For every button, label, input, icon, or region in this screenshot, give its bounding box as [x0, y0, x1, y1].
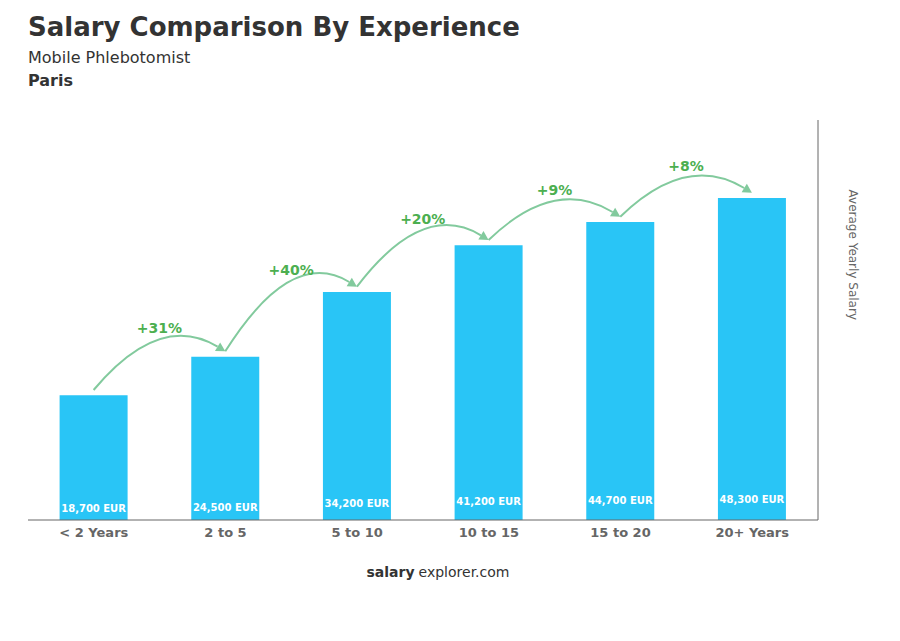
html-text:Salary Comparison By Experienc: Salary Comparison By Experience — [28, 12, 520, 42]
html-text:salary explorer.com: salary explorer.com — [366, 564, 510, 580]
svg-text:10 to 15: 10 to 15 — [459, 525, 519, 540]
svg-text:+20%: +20% — [400, 211, 445, 227]
svg-text:20+ Years: 20+ Years — [715, 525, 789, 540]
svg-text:48,300 EUR: 48,300 EUR — [720, 494, 785, 505]
svg-text:34,200 EUR: 34,200 EUR — [325, 498, 390, 509]
svg-text:< 2 Years: < 2 Years — [59, 525, 128, 540]
html-text:Paris: Paris — [28, 71, 73, 90]
svg-text:5 to 10: 5 to 10 — [331, 525, 382, 540]
svg-text:24,500 EUR: 24,500 EUR — [193, 502, 258, 513]
svg-text:Average Yearly Salary: Average Yearly Salary — [846, 190, 860, 320]
svg-text:15 to 20: 15 to 20 — [590, 525, 650, 540]
svg-text:+8%: +8% — [668, 158, 704, 174]
svg-text:+40%: +40% — [268, 262, 313, 278]
html-text:Mobile Phlebotomist: Mobile Phlebotomist — [28, 48, 191, 67]
svg-text:18,700 EUR: 18,700 EUR — [61, 503, 126, 514]
svg-text:41,200 EUR: 41,200 EUR — [456, 496, 521, 507]
svg-text:44,700 EUR: 44,700 EUR — [588, 495, 653, 506]
svg-text:2 to 5: 2 to 5 — [204, 525, 246, 540]
svg-text:+31%: +31% — [137, 320, 182, 336]
svg-text:+9%: +9% — [537, 182, 573, 198]
